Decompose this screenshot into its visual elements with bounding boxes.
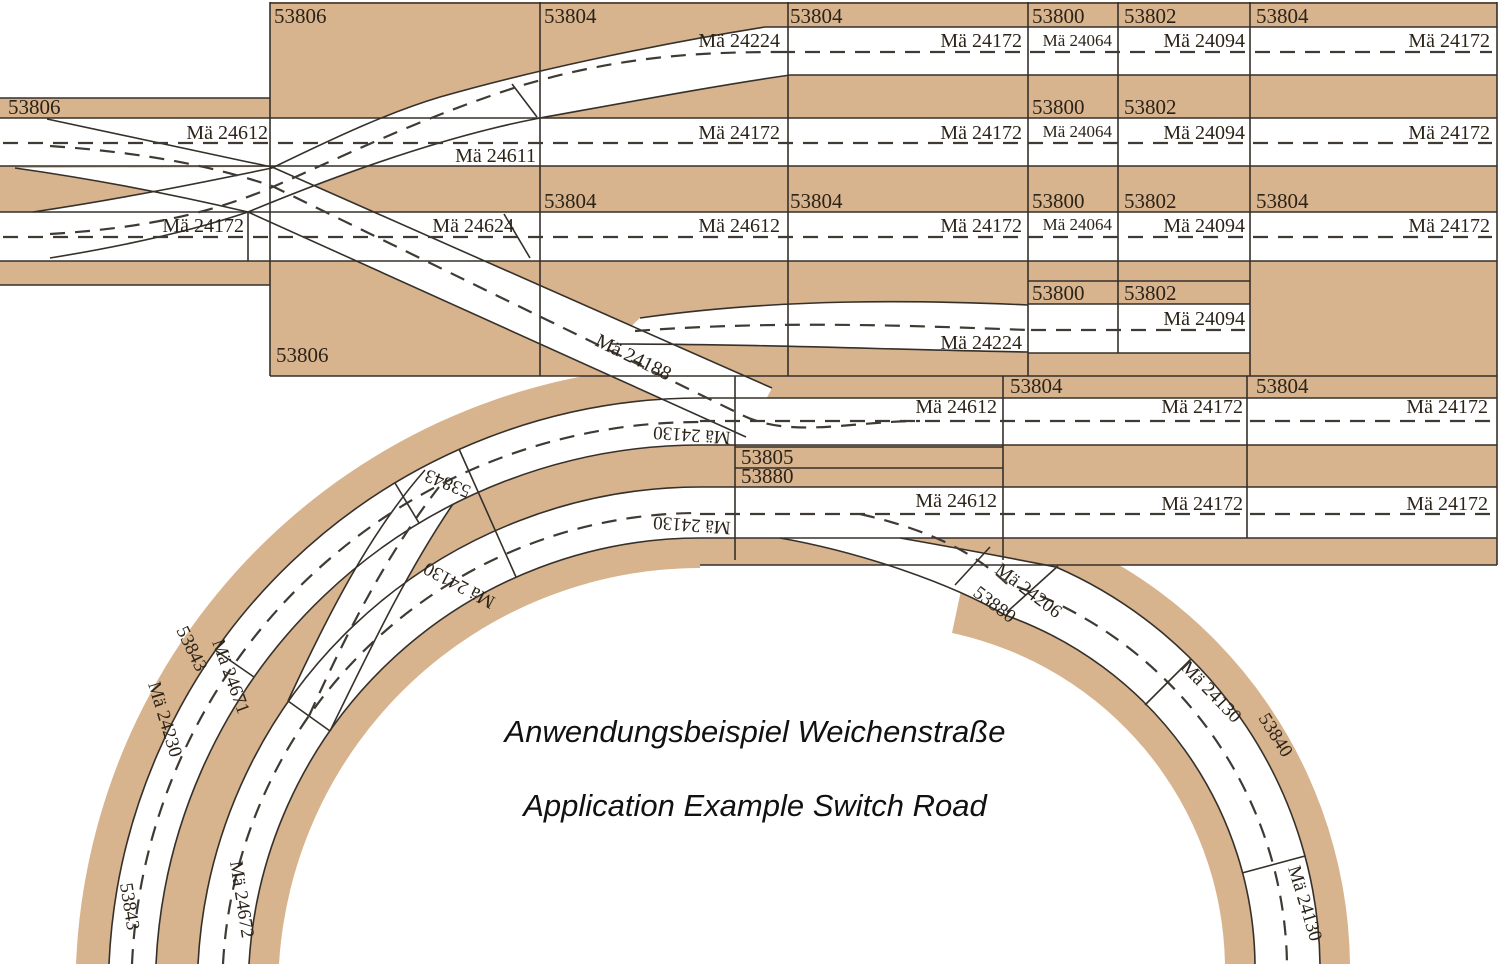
track-row-d-box	[1028, 304, 1250, 353]
part-number-label: 53800	[1032, 95, 1085, 119]
part-number-label: 53804	[1256, 374, 1309, 398]
part-number-label: 53804	[1010, 374, 1063, 398]
part-number-label: 53802	[1124, 281, 1177, 305]
part-number-label: 53804	[790, 4, 843, 28]
track-layer	[0, 27, 1497, 964]
part-number-label: 53804	[1256, 4, 1309, 28]
ma-ref-label: Mä 24172	[1408, 215, 1490, 237]
ma-ref-label: Mä 24172	[162, 215, 244, 237]
ma-ref-label: Mä 24612	[915, 490, 997, 512]
part-number-label: 53805	[741, 445, 794, 469]
part-number-label: 53806	[274, 4, 327, 28]
part-number-label: 53802	[1124, 189, 1177, 213]
part-number-label: 53802	[1124, 4, 1177, 28]
track-row-a-and-branch	[248, 27, 1497, 212]
ma-ref-label: Mä 24094	[1163, 30, 1245, 52]
track-row-f	[700, 487, 1497, 538]
part-number-label: 53800	[1032, 4, 1085, 28]
ma-ref-label: Mä 24064	[1043, 215, 1113, 234]
tick-layer	[214, 83, 1306, 874]
track-row-c	[0, 212, 1497, 261]
part-number-label: 53802	[1124, 95, 1177, 119]
track-curve-crossing-branch	[288, 470, 453, 731]
part-number-label: 53804	[544, 189, 597, 213]
part-number-label: 53800	[1032, 189, 1085, 213]
part-number-label: 53804	[790, 189, 843, 213]
ma-ref-label: Mä 24172	[1161, 493, 1243, 515]
diagram-title-german: Anwendungsbeispiel Weichenstraße	[503, 714, 1006, 749]
ma-ref-label: Mä 24224	[940, 332, 1022, 354]
ma-ref-label: Mä 24612	[915, 396, 997, 418]
ma-ref-label: Mä 24172	[940, 122, 1022, 144]
title-group: Anwendungsbeispiel Weichenstraße Applica…	[503, 714, 1006, 823]
track-branch-to-row-d	[612, 301, 1028, 352]
ma-ref-label: Mä 24094	[1163, 308, 1245, 330]
track-row-b	[0, 118, 1497, 166]
part-number-label: 53804	[544, 4, 597, 28]
diagram-title-english: Application Example Switch Road	[521, 788, 988, 823]
track-diagonal-band	[248, 167, 772, 437]
part-number-label: 53880	[741, 464, 794, 488]
ma-ref-label: Mä 24624	[432, 215, 514, 237]
ma-ref-label: Mä 24172	[1408, 122, 1490, 144]
ma-ref-label: Mä 24064	[1043, 31, 1113, 50]
ma-ref-label: Mä 24612	[186, 122, 268, 144]
roadbed-left-curve	[76, 365, 700, 964]
track-right-curve	[780, 538, 1320, 964]
part-number-label: 53806	[8, 95, 61, 119]
ma-ref-label: Mä 24094	[1163, 215, 1245, 237]
part-number-label: 53806	[276, 343, 329, 367]
ma-ref-label: Mä 24172	[1408, 30, 1490, 52]
ma-ref-label: Mä 24172	[698, 122, 780, 144]
track-x-wedge-asc	[33, 168, 272, 212]
ma-ref-label: Mä 24612	[698, 215, 780, 237]
ma-ref-label: Mä 24172	[1406, 493, 1488, 515]
part-number-label: 53800	[1032, 281, 1085, 305]
ma-ref-label: Mä 24094	[1163, 122, 1245, 144]
ma-ref-label: Mä 24172	[1161, 396, 1243, 418]
ma-ref-label: Mä 24064	[1043, 122, 1113, 141]
ma-ref-label: Mä 24224	[698, 30, 780, 52]
ma-ref-label: Mä 24611	[455, 145, 536, 167]
ma-ref-label: Mä 24172	[940, 30, 1022, 52]
dash-layer	[3, 50, 1492, 964]
track-mid-curve	[198, 487, 700, 964]
ma-ref-label: Mä 24172	[1406, 396, 1488, 418]
part-number-label: 53804	[1256, 189, 1309, 213]
ma-ref-label: Mä 24172	[940, 215, 1022, 237]
